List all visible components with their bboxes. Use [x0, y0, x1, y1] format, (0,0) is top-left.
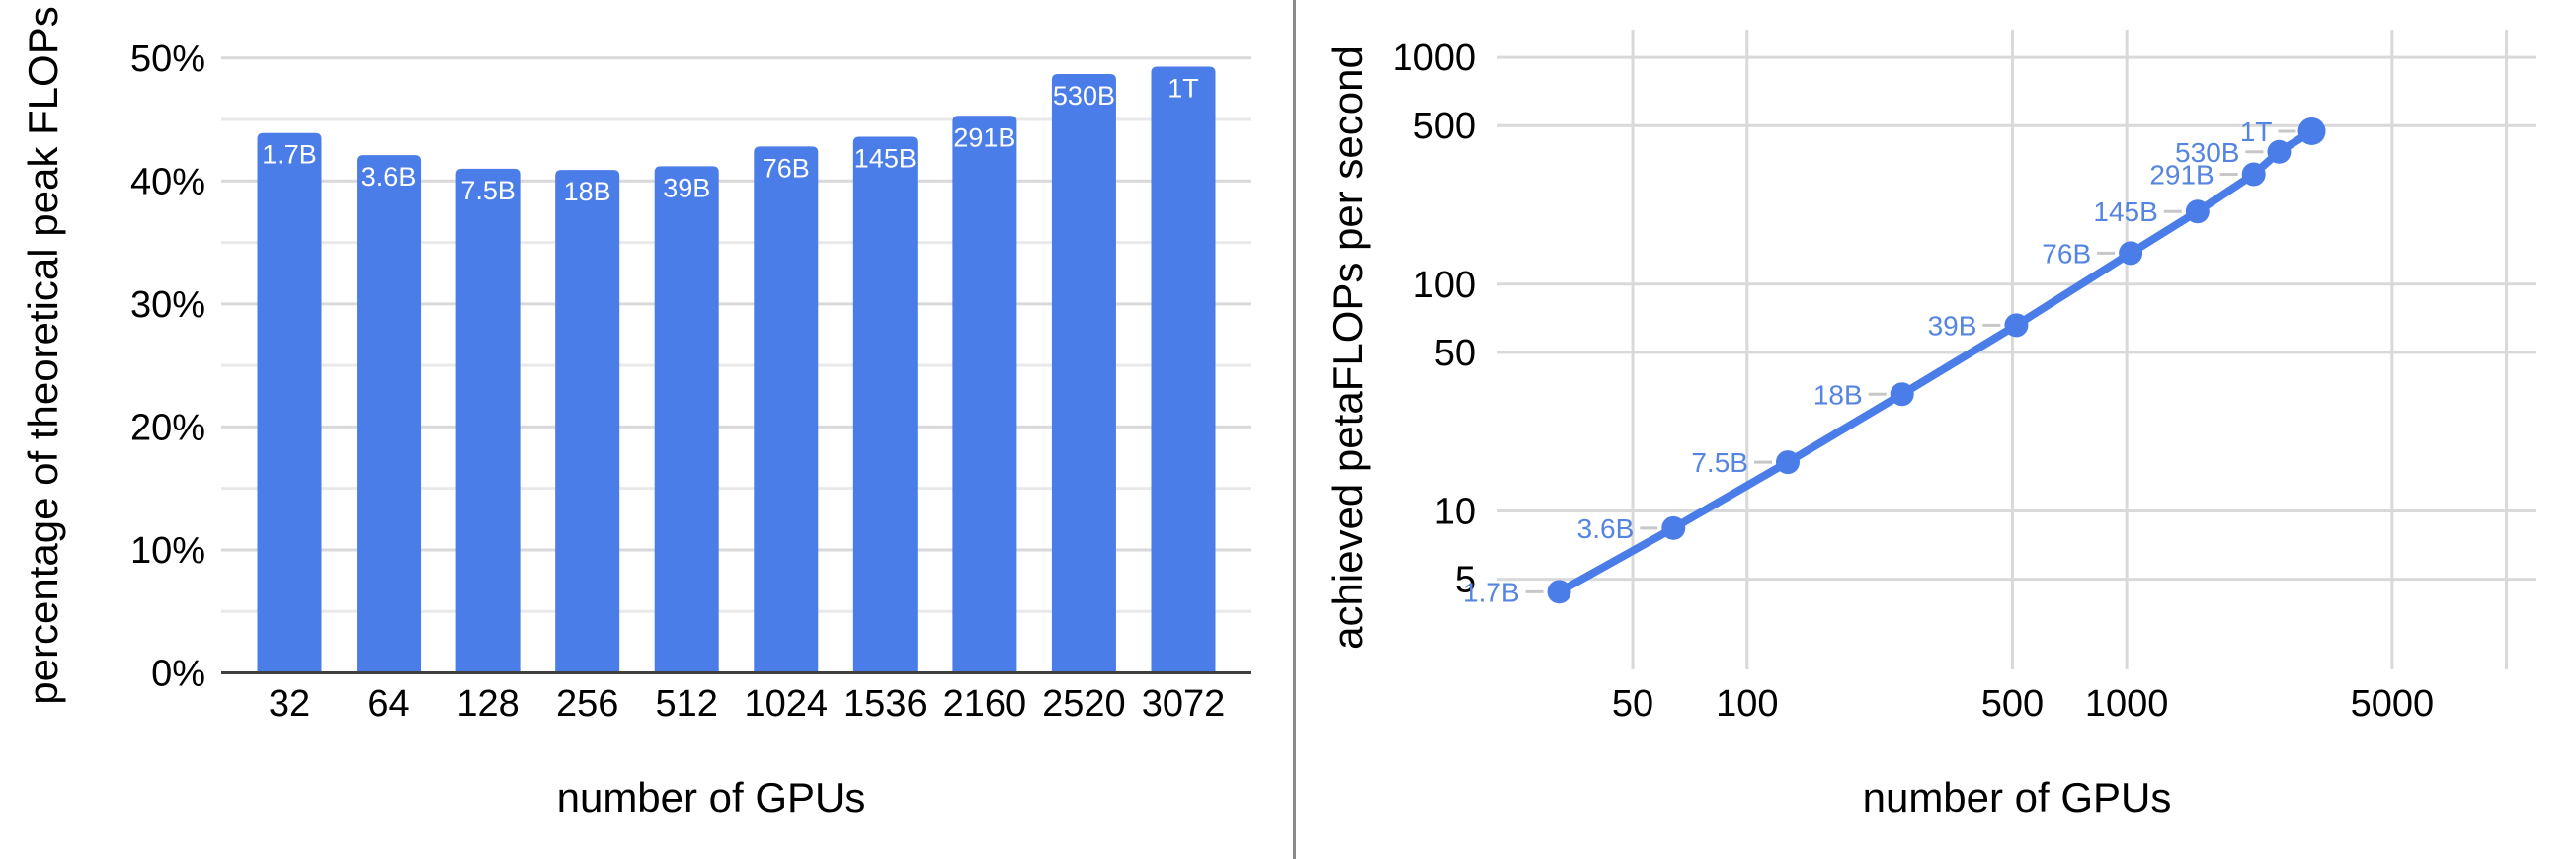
- left-y-axis-title: percentage of theoretical peak FLOPs: [20, 6, 66, 705]
- x-tick-label: 32: [269, 683, 310, 725]
- data-point: [2185, 199, 2210, 224]
- bar: [852, 136, 918, 673]
- point-label: 7.5B: [1691, 447, 1748, 478]
- bar-value-label: 3.6B: [362, 162, 417, 192]
- y-tick-label: 20%: [130, 407, 205, 448]
- y-tick-label: 40%: [130, 161, 205, 202]
- x-tick-label: 1000: [2085, 683, 2169, 725]
- point-label: 145B: [2093, 196, 2157, 227]
- bar: [1051, 73, 1116, 673]
- bar-value-label: 76B: [763, 153, 810, 183]
- bar: [1151, 66, 1216, 673]
- bar-value-label: 291B: [953, 122, 1015, 152]
- y-tick-label: 100: [1413, 265, 1476, 306]
- y-tick-label: 5: [1455, 560, 1476, 601]
- bar: [952, 116, 1017, 673]
- point-label: 3.6B: [1577, 513, 1635, 544]
- y-tick-label: 1000: [1392, 38, 1476, 79]
- data-point: [1775, 450, 1800, 475]
- x-tick-label: 256: [556, 683, 618, 725]
- point-label: 1T: [2240, 117, 2273, 147]
- point-label: 530B: [2175, 137, 2239, 168]
- y-tick-label: 10: [1434, 491, 1476, 532]
- right-y-axis-title: achieved petaFLOPs per second: [1325, 45, 1371, 650]
- point-label: 18B: [1813, 379, 1863, 410]
- x-tick-label: 1536: [844, 683, 927, 725]
- bar: [654, 166, 719, 673]
- x-tick-label: 128: [456, 683, 519, 725]
- y-tick-label: 50%: [130, 39, 205, 80]
- line-chart-panel: 50 100 500 1000 5000 5 10 50 100 500 1000 1.7B 3.6B 7…: [1392, 30, 2536, 725]
- x-tick-label: 500: [1981, 683, 2044, 725]
- point-label: 1.7B: [1463, 577, 1520, 607]
- y-tick-label: 0%: [151, 654, 205, 695]
- x-tick-label: 2520: [1042, 683, 1126, 725]
- y-tick-label: 500: [1413, 106, 1476, 147]
- x-tick-label: 64: [367, 683, 409, 725]
- data-point: [1661, 515, 1686, 540]
- data-point: [2241, 162, 2266, 187]
- bar: [555, 170, 620, 673]
- bar: [257, 132, 322, 673]
- bar-value-label: 1T: [1167, 73, 1199, 103]
- x-tick-label: 5000: [2351, 683, 2435, 725]
- bar-value-label: 18B: [564, 177, 611, 206]
- data-point: [2119, 241, 2143, 266]
- panel-divider: [1293, 0, 1296, 859]
- bar-value-label: 39B: [663, 173, 710, 202]
- point-label: 291B: [2149, 160, 2214, 191]
- data-point: [2297, 117, 2326, 145]
- y-tick-label: 10%: [130, 530, 205, 572]
- x-tick-label: 100: [1716, 683, 1778, 725]
- data-point: [1547, 580, 1571, 604]
- bar-value-label: 530B: [1053, 81, 1115, 111]
- data-point: [2004, 313, 2029, 338]
- left-x-axis-title: number of GPUs: [556, 774, 866, 820]
- bar: [455, 168, 521, 673]
- point-label: 39B: [1928, 310, 1977, 341]
- bar-chart-panel: 1.7B 3.6B 7.5B 18B 39B 76B 145B 291B 530B 1T 0% 10%…: [130, 39, 1251, 725]
- x-tick-label: 3072: [1142, 683, 1226, 725]
- x-tick-label: 50: [1612, 683, 1653, 725]
- y-tick-label: 50: [1434, 333, 1476, 374]
- bar: [754, 146, 819, 673]
- x-tick-label: 1024: [745, 683, 829, 725]
- bar-value-label: 7.5B: [460, 176, 516, 205]
- data-point: [2267, 139, 2292, 164]
- y-tick-label: 30%: [130, 284, 205, 326]
- right-x-axis-title: number of GPUs: [1862, 774, 2172, 820]
- point-label: 76B: [2042, 238, 2091, 269]
- bar-value-label: 1.7B: [262, 140, 317, 170]
- data-point: [1890, 382, 1914, 407]
- bar-value-label: 145B: [854, 143, 917, 173]
- bar: [357, 155, 422, 673]
- x-tick-label: 2160: [943, 683, 1027, 725]
- series-line: [1555, 126, 2316, 596]
- x-tick-label: 512: [656, 683, 718, 725]
